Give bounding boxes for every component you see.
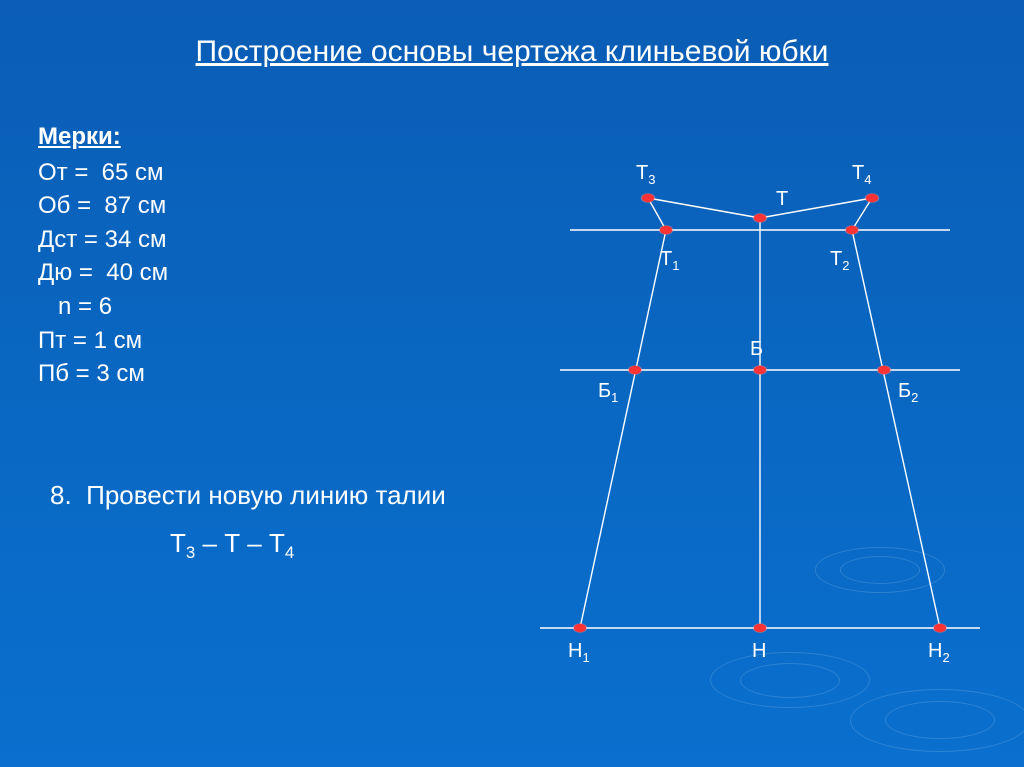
diagram-point-label: Т1 bbox=[660, 248, 679, 273]
measurement-row: Об = 87 см bbox=[38, 189, 168, 223]
water-ripple-decoration bbox=[850, 689, 1024, 752]
measurements-heading: Мерки: bbox=[38, 120, 168, 154]
diagram-point-label: Б1 bbox=[598, 380, 618, 405]
measurement-row: Пт = 1 см bbox=[38, 324, 168, 358]
diagram-point-label: Т2 bbox=[830, 248, 849, 273]
diagram-point-label: Н2 bbox=[928, 640, 950, 665]
diagram-point-label: Т bbox=[776, 188, 788, 211]
measurement-row: Дст = 34 см bbox=[38, 223, 168, 257]
page-title: Построение основы чертежа клиньевой юбки bbox=[0, 35, 1024, 69]
skirt-diagram: ТТ1Т2Т3Т4ББ1Б2НН1Н2 bbox=[530, 170, 990, 670]
water-ripple-decoration bbox=[710, 652, 870, 708]
measurement-row: n = 6 bbox=[38, 290, 168, 324]
step-text: 8. Провести новую линию талии bbox=[50, 480, 446, 511]
measurement-row: Пб = 3 см bbox=[38, 357, 168, 391]
diagram-point-label: Б bbox=[750, 338, 763, 361]
diagram-point-label: Т3 bbox=[636, 162, 655, 187]
measurements-block: Мерки: От = 65 смОб = 87 смДст = 34 смДю… bbox=[38, 120, 168, 391]
measurement-row: Дю = 40 см bbox=[38, 256, 168, 290]
diagram-point-label: Т4 bbox=[852, 162, 871, 187]
measurement-row: От = 65 см bbox=[38, 156, 168, 190]
diagram-point-label: Б2 bbox=[898, 380, 918, 405]
step-formula: Т3 – Т – Т4 bbox=[170, 528, 294, 563]
water-ripple-decoration bbox=[815, 547, 945, 593]
diagram-point-label: Н1 bbox=[568, 640, 590, 665]
